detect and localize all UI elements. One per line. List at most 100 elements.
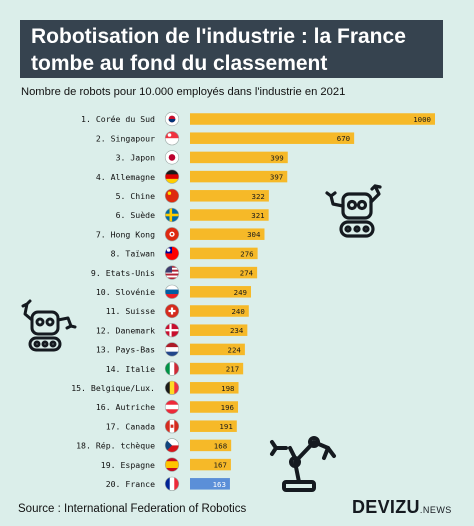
category-label: 17. Canada xyxy=(106,421,155,431)
category-label: 10. Slovénie xyxy=(96,287,155,297)
bar-row: 7. Hong Kong 304 xyxy=(96,227,265,242)
value-label: 168 xyxy=(214,441,227,450)
flag-part xyxy=(165,361,171,376)
bar xyxy=(190,478,230,490)
bar xyxy=(190,420,237,432)
bar xyxy=(190,247,258,260)
logo-main: DEVIZU xyxy=(352,497,420,517)
value-label: 224 xyxy=(228,345,242,354)
flag-part xyxy=(165,477,171,491)
flag-part xyxy=(165,419,171,433)
bar-row: 8. Taïwan 276 xyxy=(111,246,258,261)
flag-si-icon xyxy=(165,285,179,299)
category-label: 15. Belgique/Lux. xyxy=(71,383,155,393)
category-label: 8. Taïwan xyxy=(111,249,155,259)
flag-tw-icon xyxy=(165,246,179,261)
bar xyxy=(190,132,355,144)
flag-outline xyxy=(164,303,180,319)
flag-part xyxy=(165,294,179,299)
flag-cz-icon xyxy=(165,438,179,453)
flag-outline xyxy=(164,150,180,165)
category-label: 18. Rép. tchèque xyxy=(76,441,155,451)
bar xyxy=(190,209,269,221)
value-label: 399 xyxy=(270,153,283,162)
flag-part xyxy=(165,342,179,348)
flag-outline xyxy=(164,342,180,357)
bar-row: 19. Espagne 167 xyxy=(101,457,231,472)
flag-be-icon xyxy=(165,381,179,395)
chart-subtitle: Nombre de robots pour 10.000 employés da… xyxy=(21,86,346,98)
flag-part xyxy=(165,265,172,273)
flag-sg-icon xyxy=(165,131,179,146)
flag-outline xyxy=(164,284,180,299)
flag-dk-icon xyxy=(165,323,179,337)
flag-part xyxy=(165,461,179,468)
flag-outline xyxy=(164,169,180,184)
flag-outline xyxy=(164,419,180,434)
value-label: 670 xyxy=(337,134,350,143)
flag-part xyxy=(165,285,179,290)
category-label: 12. Danemark xyxy=(96,325,155,335)
value-label: 234 xyxy=(230,326,244,335)
bar-row: 5. Chine 322 xyxy=(116,188,269,203)
flag-part xyxy=(165,347,179,352)
flag-part xyxy=(165,275,179,278)
value-label: 191 xyxy=(219,422,232,431)
bar xyxy=(190,170,288,183)
flag-part xyxy=(165,404,179,410)
flag-fr-icon xyxy=(165,477,179,491)
title-box: Robotisation de l'industrie : la France … xyxy=(20,20,443,78)
flag-part xyxy=(169,381,175,395)
value-label: 196 xyxy=(221,403,234,412)
flag-outline xyxy=(164,380,180,395)
flag-part xyxy=(169,361,175,376)
flag-part xyxy=(174,419,179,433)
title-line-1: Robotisation de l'industrie : la France xyxy=(31,25,406,48)
category-label: 2. Singapour xyxy=(96,133,155,143)
bar xyxy=(190,458,231,471)
value-label: 163 xyxy=(213,480,226,489)
flag-outline xyxy=(164,265,180,280)
flag-part xyxy=(166,248,171,252)
flag-outline xyxy=(164,246,180,261)
flag-outline xyxy=(164,361,180,376)
bar-row: 1. Corée du Sud 1000 xyxy=(81,111,435,127)
flag-part xyxy=(165,169,179,175)
bar xyxy=(190,343,245,356)
bar xyxy=(190,228,265,240)
flag-de-icon xyxy=(165,169,179,184)
flag-hk-icon xyxy=(165,227,179,241)
flag-part xyxy=(165,351,179,357)
flag-jp-icon xyxy=(165,150,179,165)
bar xyxy=(190,439,232,452)
flag-ch-icon xyxy=(165,304,179,318)
category-label: 19. Espagne xyxy=(101,460,155,470)
category-label: 13. Pays-Bas xyxy=(96,345,155,355)
value-label: 304 xyxy=(247,230,261,239)
flag-part xyxy=(174,477,179,491)
category-label: 5. Chine xyxy=(116,191,156,201)
value-label: 276 xyxy=(240,249,253,258)
bar-row: 3. Japon 399 xyxy=(116,150,288,165)
bar-row: 13. Pays-Bas 224 xyxy=(96,342,245,357)
robot-icon xyxy=(21,299,77,352)
brand-logo: DEVIZU.NEWS xyxy=(352,497,452,518)
bar-row: 14. Italie 217 xyxy=(106,361,244,376)
value-label: 1000 xyxy=(413,115,431,124)
value-label: 240 xyxy=(231,307,244,316)
bar-row: 4. Allemagne 397 xyxy=(96,169,288,184)
flag-us-icon xyxy=(165,265,179,280)
flag-outline xyxy=(164,111,180,127)
value-label: 321 xyxy=(251,211,264,220)
category-label: 11. Suisse xyxy=(106,306,155,316)
flag-part xyxy=(165,289,179,295)
robot-icon xyxy=(325,184,382,238)
bar xyxy=(190,190,269,202)
value-label: 322 xyxy=(252,192,265,201)
flag-part xyxy=(165,438,172,453)
value-label: 217 xyxy=(226,365,239,374)
flag-part xyxy=(165,329,179,332)
value-label: 167 xyxy=(214,461,227,470)
flag-part xyxy=(165,277,179,280)
bar-row: 12. Danemark 234 xyxy=(96,323,248,338)
